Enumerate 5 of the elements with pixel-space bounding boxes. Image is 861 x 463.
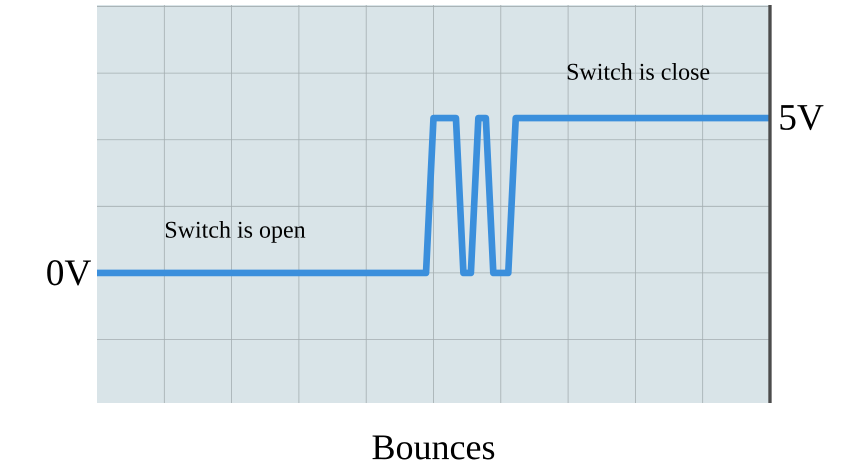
x-axis-title: Bounces bbox=[372, 436, 494, 460]
text: Switch is close bbox=[568, 63, 710, 80]
annotation: Switch is open bbox=[166, 220, 306, 243]
text: 0V bbox=[47, 260, 91, 286]
text: 5V bbox=[780, 105, 824, 130]
